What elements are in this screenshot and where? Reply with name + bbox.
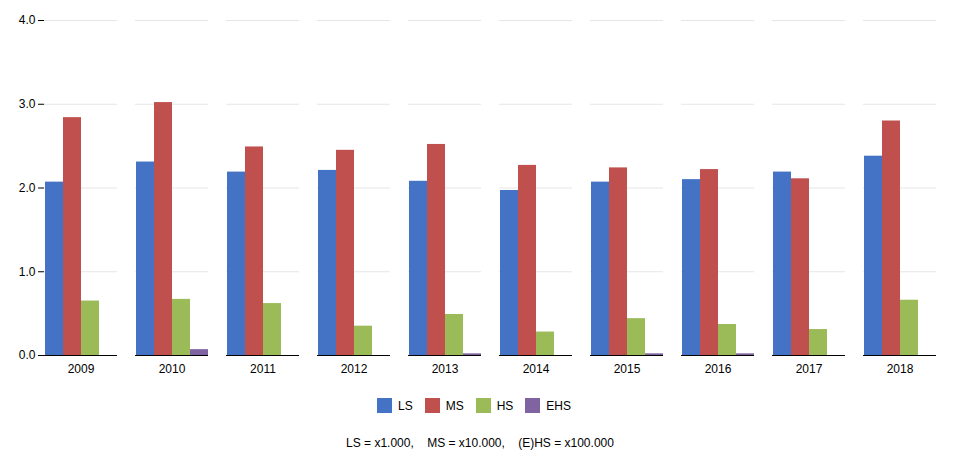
svg-text:2011: 2011	[250, 362, 276, 376]
svg-text:2018: 2018	[887, 362, 914, 376]
svg-text:1.0: 1.0	[19, 265, 36, 279]
html-text:MS: MS	[445, 398, 464, 413]
svg-text:2013: 2013	[432, 362, 459, 376]
svg-text:4.0: 4.0	[19, 13, 36, 27]
html-text:EHS: EHS	[546, 398, 571, 413]
html-text:HS: HS	[496, 398, 514, 413]
svg-text:2009: 2009	[68, 362, 95, 376]
html-text:LS: LS	[398, 398, 413, 413]
svg-text:2015: 2015	[614, 362, 641, 376]
svg-text:0.0: 0.0	[19, 348, 36, 362]
html-text:LS = x1.000, MS = x10.000, (E): LS = x1.000, MS = x10.000, (E)HS = x100.…	[346, 436, 614, 450]
svg-text:3.0: 3.0	[19, 97, 36, 111]
svg-text:2.0: 2.0	[19, 181, 36, 195]
svg-text:2017: 2017	[796, 362, 823, 376]
svg-text:2012: 2012	[341, 362, 368, 376]
svg-text:2014: 2014	[523, 362, 550, 376]
svg-text:2016: 2016	[705, 362, 732, 376]
svg-text:2010: 2010	[159, 362, 186, 376]
